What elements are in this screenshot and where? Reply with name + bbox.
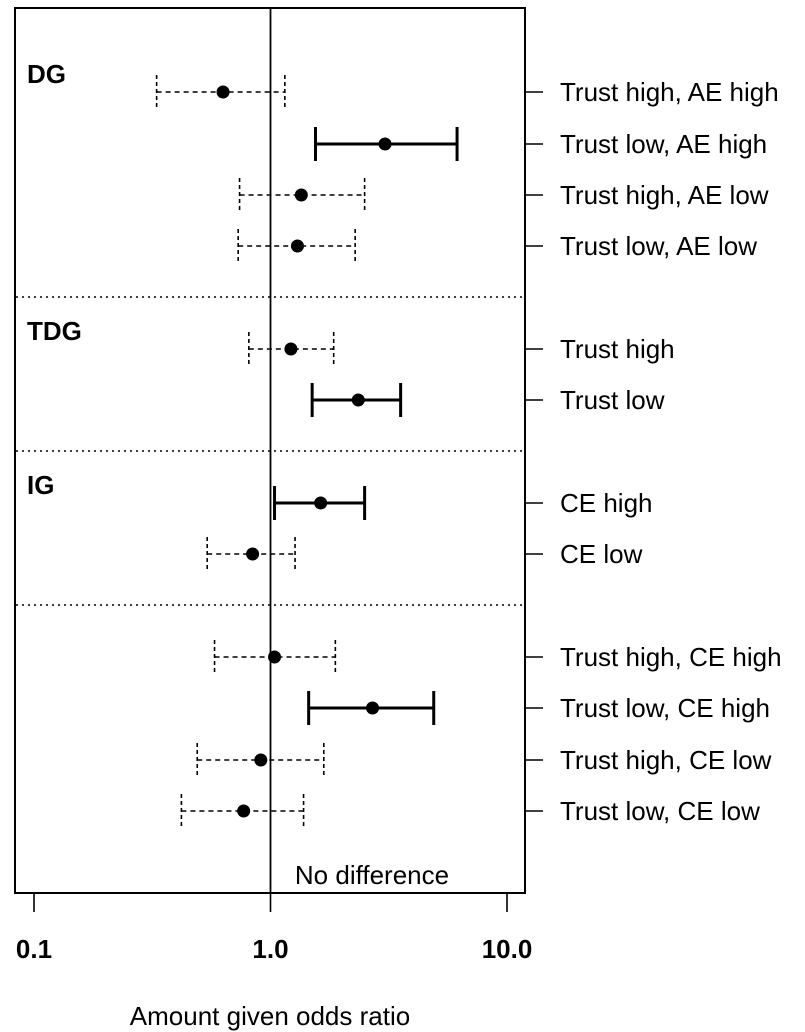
row-label: Trust low bbox=[560, 385, 665, 415]
row-label: Trust low, CE low bbox=[560, 796, 760, 826]
point-estimate bbox=[216, 85, 230, 99]
point-estimate bbox=[378, 137, 392, 151]
row-label: CE high bbox=[560, 488, 653, 518]
point-estimate bbox=[246, 547, 260, 561]
point-estimate bbox=[237, 804, 251, 818]
row-label: Trust high, AE low bbox=[560, 180, 769, 210]
row-labels: Trust high, AE high Trust low, AE high Tru… bbox=[525, 77, 782, 826]
point-estimate bbox=[294, 188, 308, 202]
group-labels: DG TDG IG bbox=[27, 59, 82, 500]
point-estimate bbox=[254, 753, 268, 767]
row-label: CE low bbox=[560, 539, 643, 569]
row-label: Trust high, CE low bbox=[560, 745, 772, 775]
group-label: IG bbox=[27, 470, 54, 500]
x-tick-label: 10.0 bbox=[482, 934, 533, 964]
x-tick-label: 0.1 bbox=[16, 934, 52, 964]
x-axis-label: Amount given odds ratio bbox=[130, 1001, 410, 1031]
group-label: TDG bbox=[27, 316, 82, 346]
point-estimate bbox=[290, 239, 304, 253]
point-estimate bbox=[314, 496, 328, 510]
forest-marks bbox=[155, 75, 459, 828]
row-label: Trust low, AE low bbox=[560, 231, 757, 261]
x-tick-label: 1.0 bbox=[252, 934, 288, 964]
x-axis: 0.1 1.0 10.0 bbox=[16, 893, 532, 964]
row-label: Trust high, CE high bbox=[560, 642, 782, 672]
point-estimate bbox=[268, 650, 282, 664]
row-label: Trust low, CE high bbox=[560, 693, 770, 723]
no-difference-label: No difference bbox=[295, 860, 449, 890]
point-estimate bbox=[284, 342, 298, 356]
row-label: Trust high, AE high bbox=[560, 77, 779, 107]
point-estimate bbox=[351, 393, 365, 407]
row-label: Trust low, AE high bbox=[560, 129, 767, 159]
point-estimate bbox=[366, 701, 380, 715]
row-label: Trust high bbox=[560, 334, 675, 364]
group-label: DG bbox=[27, 59, 66, 89]
